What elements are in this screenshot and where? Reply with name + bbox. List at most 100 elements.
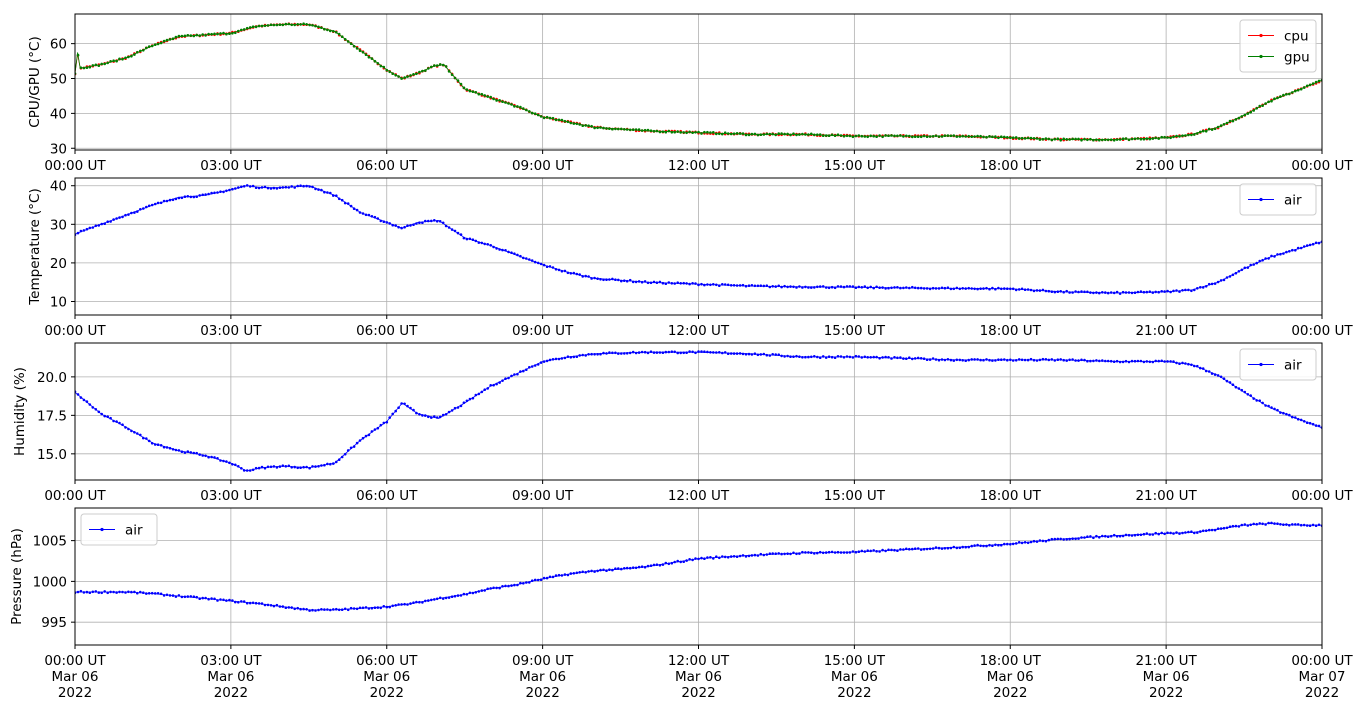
data-point: [394, 224, 398, 227]
data-point: [718, 132, 721, 136]
data-point: [590, 124, 593, 128]
data-point: [620, 352, 623, 355]
data-point: [121, 58, 124, 61]
data-point: [1291, 415, 1294, 419]
data-point: [628, 351, 632, 355]
data-point: [1086, 535, 1089, 538]
data-point: [1083, 137, 1086, 141]
data-point: [863, 285, 867, 288]
data-point: [269, 23, 273, 27]
data-point: [810, 355, 813, 359]
data-point: [284, 185, 288, 189]
data-point: [290, 466, 294, 469]
data-point: [721, 555, 724, 558]
x-tick-label: 15:00 UT: [824, 158, 886, 174]
data-point: [628, 566, 632, 570]
data-point: [762, 553, 766, 557]
data-point: [548, 265, 552, 268]
data-point: [1181, 134, 1184, 137]
data-point: [940, 547, 944, 550]
data-point: [332, 194, 335, 197]
data-point: [326, 462, 329, 466]
data-point: [1285, 412, 1288, 416]
data-point: [260, 602, 264, 605]
data-point: [857, 134, 861, 137]
data-point: [109, 416, 112, 420]
data-point: [245, 601, 249, 605]
data-point: [186, 450, 190, 453]
data-point: [1294, 249, 1297, 252]
data-point: [480, 589, 484, 592]
data-point: [1041, 357, 1045, 361]
data-point: [430, 416, 433, 419]
data-point: [1249, 394, 1252, 397]
data-point: [893, 134, 896, 138]
data-point: [1302, 420, 1306, 423]
data-point: [863, 550, 867, 553]
data-point: [231, 599, 234, 602]
data-point: [355, 607, 359, 611]
data-point: [1243, 113, 1247, 117]
data-point: [1184, 134, 1187, 137]
data-point: [685, 351, 688, 355]
data-point: [533, 578, 537, 582]
data-point: [290, 23, 294, 27]
data-point: [875, 550, 878, 553]
data-point: [697, 130, 700, 134]
data-point: [145, 592, 148, 595]
data-point: [1157, 137, 1160, 140]
data-point: [646, 128, 650, 132]
data-point: [379, 606, 383, 610]
data-point: [1062, 358, 1065, 362]
data-point: [637, 351, 641, 354]
data-point: [1124, 359, 1128, 363]
data-point: [76, 231, 80, 235]
data-point: [563, 119, 567, 123]
data-point: [1175, 134, 1178, 138]
y-tick-label: 30: [50, 141, 67, 157]
data-point: [712, 351, 715, 354]
legend-label: air: [125, 523, 143, 539]
data-point: [210, 191, 213, 195]
data-point: [1142, 360, 1146, 364]
data-point: [237, 186, 240, 189]
data-point: [275, 23, 279, 27]
data-point: [370, 430, 374, 433]
data-point: [869, 549, 872, 553]
data-point: [747, 554, 751, 558]
data-point: [1187, 362, 1190, 366]
data-point: [625, 352, 629, 355]
data-point: [848, 285, 852, 288]
data-point: [251, 25, 255, 29]
data-point: [587, 570, 590, 573]
data-point: [240, 185, 243, 189]
data-point: [1219, 375, 1223, 379]
data-point: [204, 34, 207, 37]
data-point: [302, 607, 305, 611]
data-point: [1178, 532, 1181, 535]
data-point: [192, 195, 196, 199]
data-point: [670, 282, 674, 285]
data-point: [807, 286, 810, 289]
data-point: [519, 581, 522, 585]
x-tick-label: 15:00 UT: [824, 488, 886, 504]
data-point: [1178, 290, 1181, 293]
data-point: [397, 225, 400, 229]
data-point: [177, 196, 181, 200]
data-point: [1009, 136, 1012, 139]
data-point: [225, 599, 228, 602]
x-tick-label: 06:00 UT: [356, 323, 418, 339]
data-point: [1101, 138, 1104, 142]
data-point: [343, 201, 347, 205]
data-point: [682, 281, 685, 285]
data-point: [287, 186, 291, 189]
x-tick-label: 18:00 UT: [980, 323, 1042, 339]
data-point: [792, 285, 795, 289]
data-point: [435, 597, 439, 601]
data-point: [1299, 87, 1303, 91]
data-point: [450, 73, 454, 77]
x-tick-label: 06:00 UT: [356, 488, 418, 504]
data-point: [435, 416, 439, 419]
data-point: [335, 607, 338, 611]
